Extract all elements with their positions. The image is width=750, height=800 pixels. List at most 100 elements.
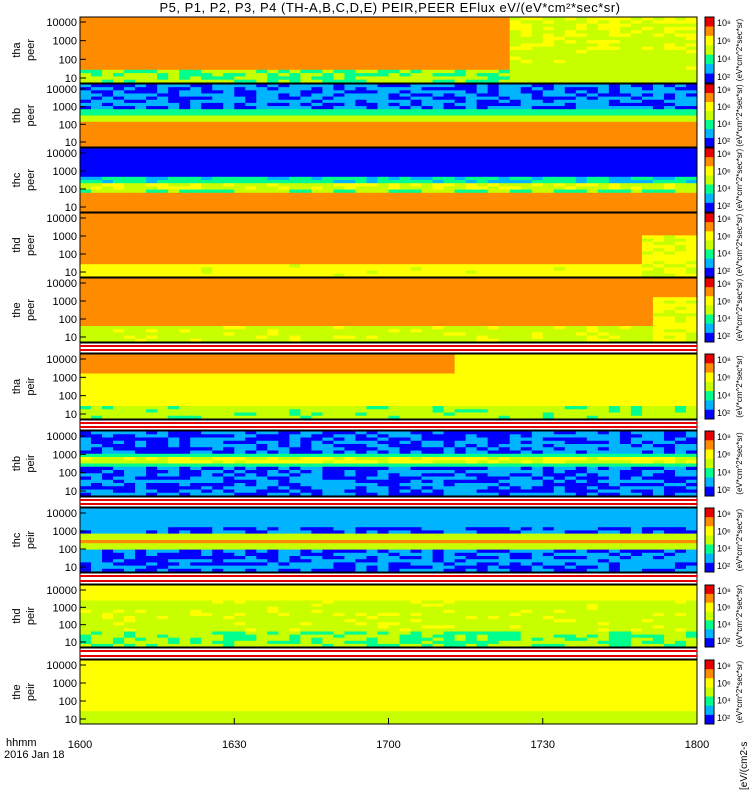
heatmap-cell xyxy=(608,106,621,110)
heatmap-cell xyxy=(652,216,665,220)
heatmap-cell xyxy=(674,23,687,28)
heatmap-cell xyxy=(333,290,345,295)
heatmap-cell xyxy=(135,270,147,275)
heatmap-cell xyxy=(608,17,621,21)
heatmap-cell xyxy=(509,287,522,292)
heatmap-cell xyxy=(289,112,301,116)
heatmap-cell xyxy=(245,205,257,210)
heatmap-cell xyxy=(542,216,555,220)
heatmap-cell xyxy=(410,112,422,116)
heatmap-cell xyxy=(377,294,389,298)
heatmap-cell xyxy=(366,278,378,282)
heatmap-cell xyxy=(443,176,456,181)
heatmap-cell xyxy=(432,131,444,135)
heatmap-cell xyxy=(564,164,577,168)
heatmap-cell xyxy=(190,284,202,288)
heatmap-cell xyxy=(91,56,103,61)
heatmap-cell xyxy=(465,131,478,135)
heatmap-cell xyxy=(157,118,169,123)
heatmap-cell xyxy=(146,43,158,48)
heatmap-cell xyxy=(476,121,489,126)
heatmap-cell xyxy=(234,196,246,200)
heatmap-cell xyxy=(146,134,158,138)
heatmap-cell xyxy=(608,137,621,142)
heatmap-cell xyxy=(487,20,500,24)
y-tick-label: 1000 xyxy=(53,231,77,243)
heatmap-cell xyxy=(432,84,444,88)
heatmap-cell xyxy=(476,222,489,227)
heatmap-cell xyxy=(80,154,92,158)
heatmap-cell xyxy=(146,167,158,171)
heatmap-cell xyxy=(212,106,224,110)
heatmap-cell xyxy=(113,241,125,246)
heatmap-cell xyxy=(443,254,456,259)
heatmap-cell xyxy=(421,232,433,236)
heatmap-cell xyxy=(80,232,92,236)
heatmap-cell xyxy=(476,241,489,246)
heatmap-cell xyxy=(179,73,191,77)
heatmap-cell xyxy=(333,173,345,178)
heatmap-cell xyxy=(608,56,621,61)
heatmap-cell xyxy=(289,180,301,184)
heatmap-cell xyxy=(124,50,136,54)
heatmap-cell xyxy=(234,23,246,28)
heatmap-cell xyxy=(586,84,599,88)
heatmap-cell xyxy=(333,99,345,104)
heatmap-cell xyxy=(344,148,356,152)
heatmap-cell xyxy=(476,151,489,155)
heatmap-cell xyxy=(498,186,511,190)
heatmap-cell xyxy=(102,284,114,288)
heatmap-cell xyxy=(443,59,456,64)
heatmap-cell xyxy=(311,199,323,203)
heatmap-cell xyxy=(179,297,191,301)
heatmap-cell xyxy=(542,40,555,44)
heatmap-cell xyxy=(300,261,312,265)
heatmap-cell xyxy=(608,273,621,278)
heatmap-cell xyxy=(366,143,378,148)
heatmap-cell xyxy=(553,297,566,301)
heatmap-cell xyxy=(685,257,698,262)
heatmap-cell xyxy=(432,76,444,81)
heatmap-cell xyxy=(124,251,136,255)
heatmap-cell xyxy=(685,109,698,113)
heatmap-cell xyxy=(124,287,136,292)
heatmap-cell xyxy=(102,173,114,178)
heatmap-cell xyxy=(300,180,312,184)
panel-probe-label: thd xyxy=(11,237,23,252)
heatmap-cell xyxy=(597,297,610,301)
heatmap-cell xyxy=(630,59,643,64)
heatmap-cell xyxy=(476,254,489,259)
heatmap-cell xyxy=(201,225,213,230)
heatmap-cell xyxy=(476,216,489,220)
heatmap-cell xyxy=(113,267,125,271)
heatmap-cell xyxy=(135,30,147,34)
heatmap-cell xyxy=(641,164,654,168)
heatmap-cell xyxy=(322,154,334,158)
heatmap-cell xyxy=(146,99,158,104)
heatmap-cell xyxy=(509,53,522,57)
heatmap-cell xyxy=(498,124,511,129)
heatmap-cell xyxy=(377,115,389,120)
heatmap-cell xyxy=(619,43,632,48)
heatmap-cell xyxy=(124,192,136,197)
heatmap-cell xyxy=(124,20,136,24)
heatmap-cell xyxy=(278,79,290,84)
heatmap-cell xyxy=(663,128,676,132)
heatmap-cell xyxy=(410,30,422,34)
heatmap-cell xyxy=(146,281,158,285)
heatmap-cell xyxy=(124,278,136,282)
heatmap-cell xyxy=(410,199,422,203)
heatmap-cell xyxy=(168,134,180,138)
heatmap-cell xyxy=(135,53,147,57)
heatmap-cell xyxy=(135,56,147,61)
heatmap-cell xyxy=(575,229,588,233)
heatmap-cell xyxy=(641,180,654,184)
heatmap-cell xyxy=(91,151,103,155)
heatmap-cell xyxy=(586,267,599,271)
heatmap-cell xyxy=(91,192,103,197)
heatmap-cell xyxy=(179,176,191,181)
heatmap-cell xyxy=(124,93,136,97)
heatmap-cell xyxy=(157,294,169,298)
heatmap-cell xyxy=(135,76,147,81)
heatmap-cell xyxy=(586,56,599,61)
